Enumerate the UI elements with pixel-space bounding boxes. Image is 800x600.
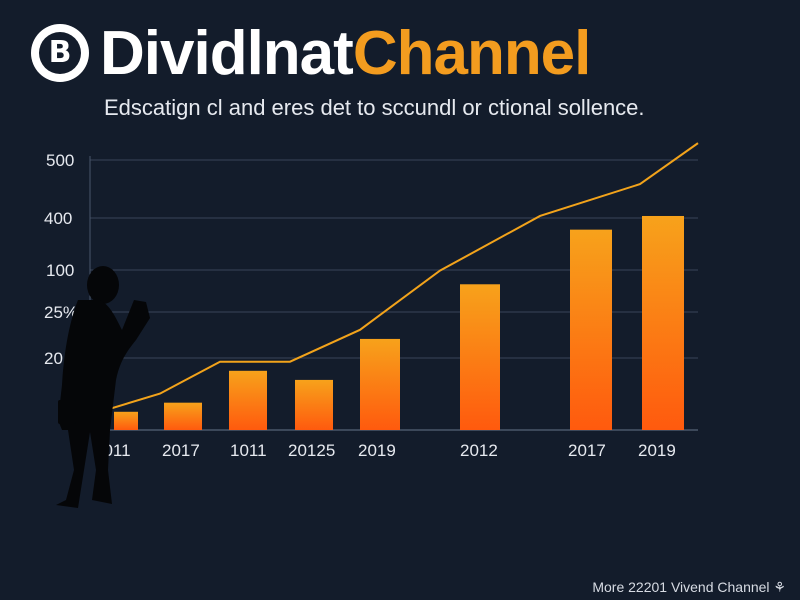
person-silhouette [56,266,150,508]
y-tick-label: 25% [44,303,78,322]
bitcoin-logo-icon: B [31,24,89,82]
y-tick-label: 100 [46,261,74,280]
bar [460,284,500,430]
brand-title: DividlnatChannel [100,18,592,89]
y-tick-label: 500 [46,151,74,170]
y-tick-label: 400 [44,209,72,228]
x-tick-label: 20125 [288,441,335,460]
bar [360,338,400,430]
bar [295,379,333,430]
silhouette-head [87,266,119,304]
x-tick-label: 2019 [638,441,676,460]
logo-glyph: B [39,32,81,74]
y-tick-label: 20 [44,349,63,368]
brand-title-part1: Dividlnat [100,19,354,88]
x-tick-label: 2012 [460,441,498,460]
x-tick-label: 2019 [358,441,396,460]
bar [164,402,202,430]
x-tick-label: 2017 [568,441,606,460]
x-tick-label: 1011 [230,441,267,460]
header: B DividlnatChannel [0,0,800,90]
trend-line [99,142,699,413]
bar [642,215,684,430]
silhouette-briefcase [58,400,76,424]
footer-caption: More 22201 Vivend Channel ⚘ [592,579,786,595]
bar [229,370,267,430]
x-tick-label: 2017 [162,441,200,460]
bar [570,229,612,430]
silhouette-body [56,300,150,508]
brand-title-part2: Channel [352,19,592,88]
subtitle: Edscatign cl and eres det to sccundl or … [104,95,645,120]
bar [114,411,138,430]
